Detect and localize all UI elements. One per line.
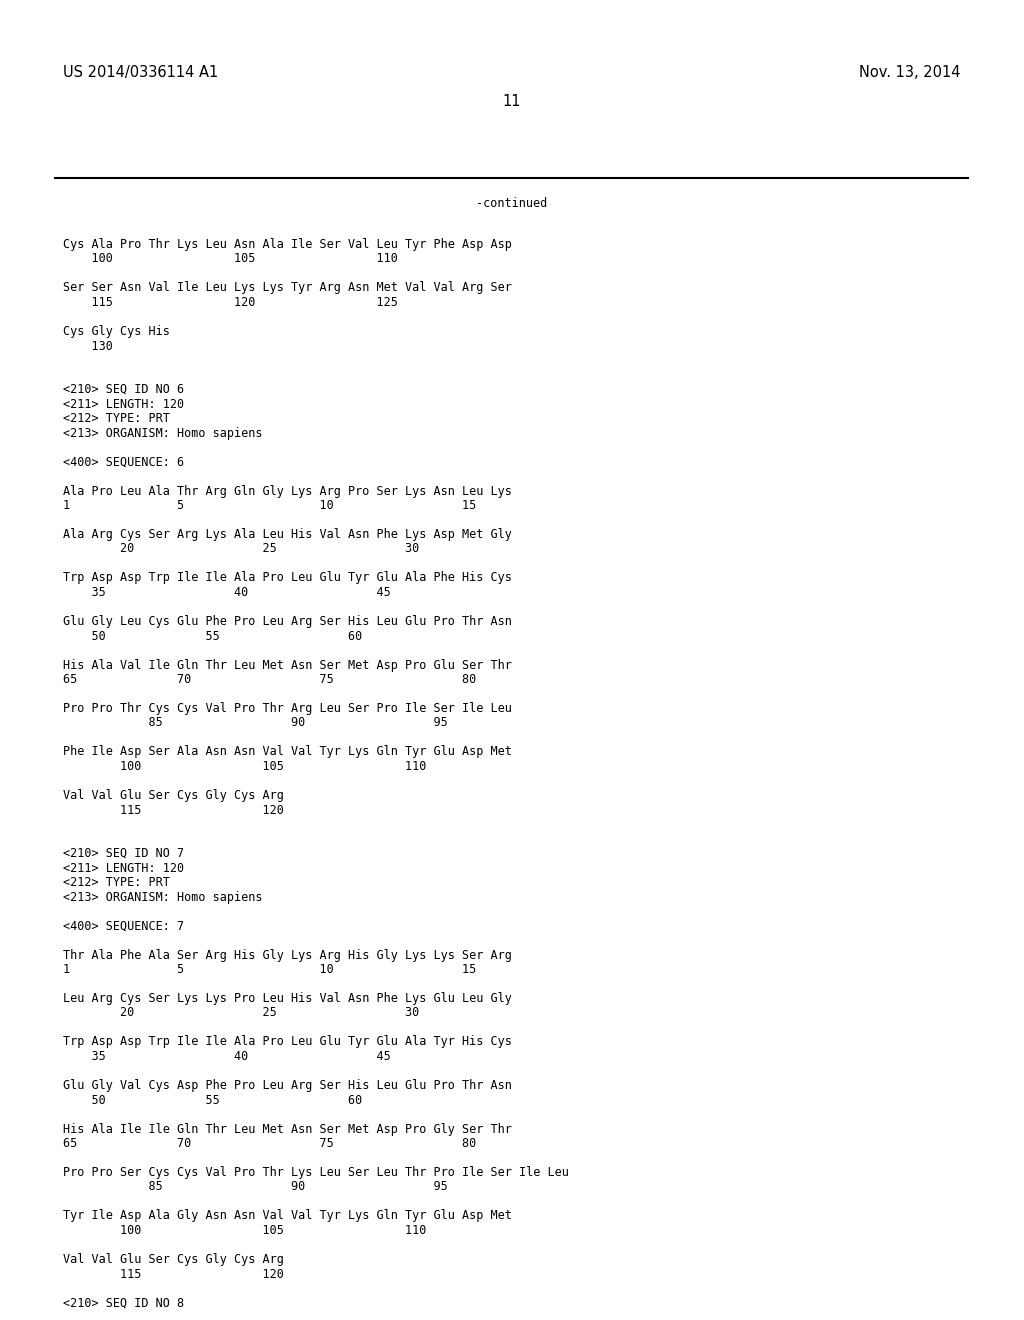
Text: 85                  90                  95: 85 90 95 xyxy=(63,1180,449,1193)
Text: <210> SEQ ID NO 6: <210> SEQ ID NO 6 xyxy=(63,383,184,396)
Text: US 2014/0336114 A1: US 2014/0336114 A1 xyxy=(63,65,219,79)
Text: Pro Pro Ser Cys Cys Val Pro Thr Lys Leu Ser Leu Thr Pro Ile Ser Ile Leu: Pro Pro Ser Cys Cys Val Pro Thr Lys Leu … xyxy=(63,1166,569,1179)
Text: Glu Gly Val Cys Asp Phe Pro Leu Arg Ser His Leu Glu Pro Thr Asn: Glu Gly Val Cys Asp Phe Pro Leu Arg Ser … xyxy=(63,1078,512,1092)
Text: Val Val Glu Ser Cys Gly Cys Arg: Val Val Glu Ser Cys Gly Cys Arg xyxy=(63,789,285,803)
Text: <211> LENGTH: 120: <211> LENGTH: 120 xyxy=(63,397,184,411)
Text: His Ala Ile Ile Gln Thr Leu Met Asn Ser Met Asp Pro Gly Ser Thr: His Ala Ile Ile Gln Thr Leu Met Asn Ser … xyxy=(63,1122,512,1135)
Text: Trp Asp Asp Trp Ile Ile Ala Pro Leu Glu Tyr Glu Ala Phe His Cys: Trp Asp Asp Trp Ile Ile Ala Pro Leu Glu … xyxy=(63,572,512,585)
Text: Glu Gly Leu Cys Glu Phe Pro Leu Arg Ser His Leu Glu Pro Thr Asn: Glu Gly Leu Cys Glu Phe Pro Leu Arg Ser … xyxy=(63,615,512,628)
Text: Ser Ser Asn Val Ile Leu Lys Lys Tyr Arg Asn Met Val Val Arg Ser: Ser Ser Asn Val Ile Leu Lys Lys Tyr Arg … xyxy=(63,281,512,294)
Text: <400> SEQUENCE: 6: <400> SEQUENCE: 6 xyxy=(63,455,184,469)
Text: 100                 105                 110: 100 105 110 xyxy=(63,760,427,774)
Text: <400> SEQUENCE: 7: <400> SEQUENCE: 7 xyxy=(63,920,184,932)
Text: <212> TYPE: PRT: <212> TYPE: PRT xyxy=(63,876,170,888)
Text: 1               5                   10                  15: 1 5 10 15 xyxy=(63,499,477,512)
Text: Tyr Ile Asp Ala Gly Asn Asn Val Val Tyr Lys Gln Tyr Glu Asp Met: Tyr Ile Asp Ala Gly Asn Asn Val Val Tyr … xyxy=(63,1209,512,1222)
Text: 50              55                  60: 50 55 60 xyxy=(63,630,362,643)
Text: Cys Gly Cys His: Cys Gly Cys His xyxy=(63,325,170,338)
Text: -continued: -continued xyxy=(476,197,548,210)
Text: 35                  40                  45: 35 40 45 xyxy=(63,586,391,599)
Text: 100                 105                 110: 100 105 110 xyxy=(63,252,398,265)
Text: 11: 11 xyxy=(503,94,521,108)
Text: Ala Pro Leu Ala Thr Arg Gln Gly Lys Arg Pro Ser Lys Asn Leu Lys: Ala Pro Leu Ala Thr Arg Gln Gly Lys Arg … xyxy=(63,484,512,498)
Text: <210> SEQ ID NO 8: <210> SEQ ID NO 8 xyxy=(63,1296,184,1309)
Text: <213> ORGANISM: Homo sapiens: <213> ORGANISM: Homo sapiens xyxy=(63,891,263,903)
Text: Ala Arg Cys Ser Arg Lys Ala Leu His Val Asn Phe Lys Asp Met Gly: Ala Arg Cys Ser Arg Lys Ala Leu His Val … xyxy=(63,528,512,541)
Text: 100                 105                 110: 100 105 110 xyxy=(63,1224,427,1237)
Text: 35                  40                  45: 35 40 45 xyxy=(63,1049,391,1063)
Text: 50              55                  60: 50 55 60 xyxy=(63,1093,362,1106)
Text: Thr Ala Phe Ala Ser Arg His Gly Lys Arg His Gly Lys Lys Ser Arg: Thr Ala Phe Ala Ser Arg His Gly Lys Arg … xyxy=(63,949,512,961)
Text: <213> ORGANISM: Homo sapiens: <213> ORGANISM: Homo sapiens xyxy=(63,426,263,440)
Text: 115                 120: 115 120 xyxy=(63,1267,285,1280)
Text: 115                 120                 125: 115 120 125 xyxy=(63,296,398,309)
Text: Trp Asp Asp Trp Ile Ile Ala Pro Leu Glu Tyr Glu Ala Tyr His Cys: Trp Asp Asp Trp Ile Ile Ala Pro Leu Glu … xyxy=(63,1035,512,1048)
Text: Nov. 13, 2014: Nov. 13, 2014 xyxy=(859,65,961,79)
Text: 1               5                   10                  15: 1 5 10 15 xyxy=(63,964,477,975)
Text: <210> SEQ ID NO 7: <210> SEQ ID NO 7 xyxy=(63,847,184,861)
Text: Cys Ala Pro Thr Lys Leu Asn Ala Ile Ser Val Leu Tyr Phe Asp Asp: Cys Ala Pro Thr Lys Leu Asn Ala Ile Ser … xyxy=(63,238,512,251)
Text: 65              70                  75                  80: 65 70 75 80 xyxy=(63,1137,477,1150)
Text: His Ala Val Ile Gln Thr Leu Met Asn Ser Met Asp Pro Glu Ser Thr: His Ala Val Ile Gln Thr Leu Met Asn Ser … xyxy=(63,659,512,672)
Text: 20                  25                  30: 20 25 30 xyxy=(63,543,420,556)
Text: Val Val Glu Ser Cys Gly Cys Arg: Val Val Glu Ser Cys Gly Cys Arg xyxy=(63,1253,285,1266)
Text: Pro Pro Thr Cys Cys Val Pro Thr Arg Leu Ser Pro Ile Ser Ile Leu: Pro Pro Thr Cys Cys Val Pro Thr Arg Leu … xyxy=(63,702,512,715)
Text: 20                  25                  30: 20 25 30 xyxy=(63,1006,420,1019)
Text: 65              70                  75                  80: 65 70 75 80 xyxy=(63,673,477,686)
Text: 115                 120: 115 120 xyxy=(63,804,285,817)
Text: 130: 130 xyxy=(63,339,114,352)
Text: Leu Arg Cys Ser Lys Lys Pro Leu His Val Asn Phe Lys Glu Leu Gly: Leu Arg Cys Ser Lys Lys Pro Leu His Val … xyxy=(63,993,512,1005)
Text: 85                  90                  95: 85 90 95 xyxy=(63,717,449,730)
Text: <211> LENGTH: 120: <211> LENGTH: 120 xyxy=(63,862,184,874)
Text: <212> TYPE: PRT: <212> TYPE: PRT xyxy=(63,412,170,425)
Text: Phe Ile Asp Ser Ala Asn Asn Val Val Tyr Lys Gln Tyr Glu Asp Met: Phe Ile Asp Ser Ala Asn Asn Val Val Tyr … xyxy=(63,746,512,759)
